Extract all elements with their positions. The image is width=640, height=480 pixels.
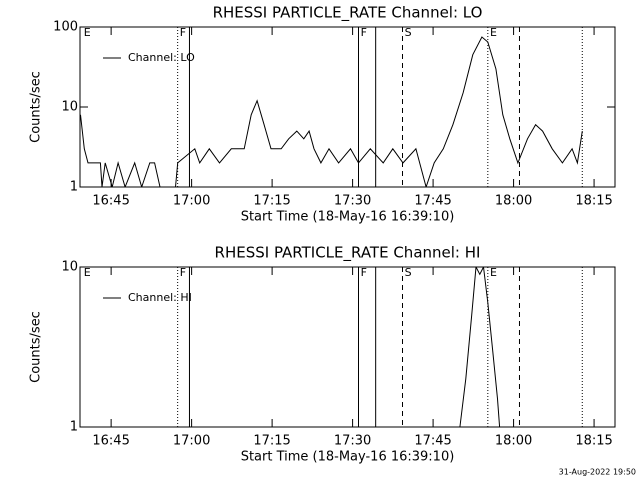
- x-tick-label: 17:30: [334, 194, 371, 209]
- x-axis-label: Start Time (18-May-16 16:39:10): [241, 210, 455, 225]
- flag-label: E: [490, 26, 497, 39]
- x-tick-label: 17:00: [173, 194, 210, 209]
- y-tick-label: 10: [61, 100, 78, 115]
- y-axis-label: Counts/sec: [29, 311, 44, 383]
- data-line: [459, 267, 501, 427]
- panel: E F F S E Channel: HI 1 10 16:45 17:00 17:15 17:30 1…: [29, 244, 616, 465]
- legend-label: Channel: HI: [128, 291, 192, 304]
- y-axis-label: Counts/sec: [29, 71, 44, 143]
- plot-frame: [79, 26, 616, 188]
- x-tick-label: 17:00: [173, 434, 210, 449]
- flag-label: S: [405, 266, 412, 279]
- flag-label: S: [405, 26, 412, 39]
- footer: 31-Aug-2022 19:50: [559, 468, 636, 477]
- flag-label: E: [490, 266, 497, 279]
- y-tick-label: 100: [53, 20, 78, 35]
- chart-title: RHESSI PARTICLE_RATE Channel: HI: [215, 244, 481, 263]
- flag-label: F: [361, 266, 367, 279]
- x-tick-label: 18:00: [495, 194, 532, 209]
- x-tick-label: 18:00: [495, 434, 532, 449]
- x-tick-label: 17:30: [334, 434, 371, 449]
- x-tick-label: 18:15: [575, 434, 612, 449]
- data-line: [80, 36, 583, 187]
- panel: E F F S E Channel: LO 1 10 100 16:45 17:00 17:15 17:…: [29, 4, 616, 225]
- x-tick-label: 17:15: [253, 434, 290, 449]
- x-tick-label: 17:45: [414, 434, 451, 449]
- x-tick-label: 17:45: [414, 194, 451, 209]
- flag-label: F: [361, 26, 367, 39]
- legend-label: Channel: LO: [128, 51, 195, 64]
- x-tick-label: 16:45: [92, 194, 129, 209]
- x-tick-label: 17:15: [253, 194, 290, 209]
- flag-label: E: [84, 26, 91, 39]
- flag-label: E: [84, 266, 91, 279]
- x-axis-label: Start Time (18-May-16 16:39:10): [241, 450, 455, 465]
- y-tick-label: 1: [70, 420, 78, 435]
- x-tick-label: 18:15: [575, 194, 612, 209]
- chart-title: RHESSI PARTICLE_RATE Channel: LO: [213, 4, 483, 23]
- flag-label: F: [180, 266, 186, 279]
- y-tick-label: 10: [61, 260, 78, 275]
- y-tick-label: 1: [70, 180, 78, 195]
- x-tick-label: 16:45: [92, 434, 129, 449]
- flag-label: F: [180, 26, 186, 39]
- plot-frame: [79, 266, 616, 428]
